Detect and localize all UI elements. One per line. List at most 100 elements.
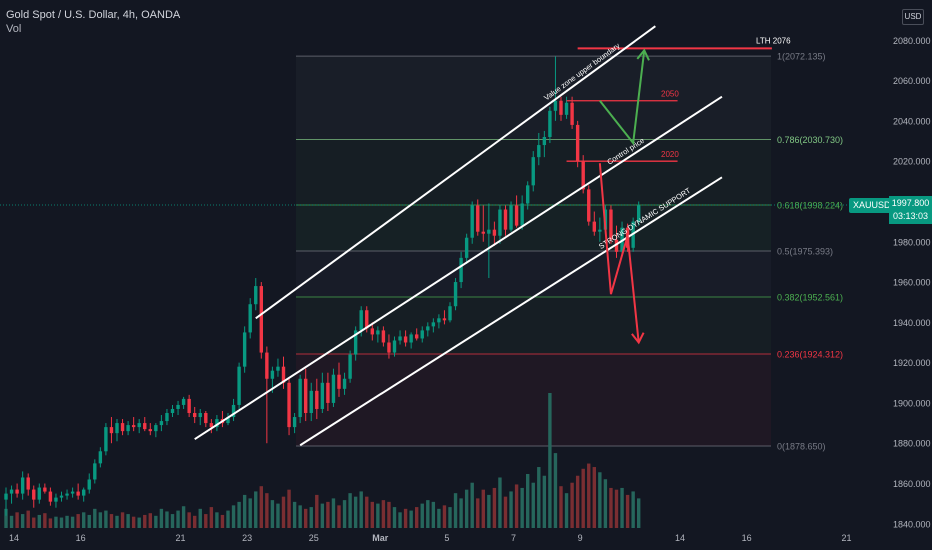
candle-body (592, 221, 596, 232)
projection-path-up[interactable] (599, 50, 646, 146)
volume-bar (381, 500, 386, 528)
trendline[interactable] (299, 176, 723, 447)
candle-body (143, 423, 147, 430)
candle-body (353, 330, 358, 355)
projection-arrowhead (631, 332, 645, 345)
volume-bar (159, 508, 164, 528)
volume-bar (137, 517, 141, 528)
time-tick-label: 23 (242, 533, 252, 543)
candle-body (154, 425, 158, 432)
projection-path-down[interactable] (598, 163, 640, 343)
candle-body (287, 382, 291, 428)
candle-body (165, 413, 169, 422)
candle-body (198, 413, 202, 418)
candle-body (281, 366, 286, 383)
candle-body (376, 330, 380, 335)
candle-body (304, 378, 308, 414)
currency-badge[interactable]: USD (902, 9, 924, 25)
volume-bar (315, 494, 319, 528)
volume-bar (476, 498, 480, 528)
price-axis[interactable]: 1840.000 1860.000 1880.000 1900.000 1920.000… (886, 0, 932, 550)
fib-zone (296, 297, 771, 354)
volume-bar (398, 512, 402, 528)
fib-level-label: 0.236(1924.312) (777, 349, 843, 359)
volume-indicator-label[interactable]: Vol (6, 23, 22, 35)
volume-bar (609, 487, 613, 528)
candle-body (392, 340, 397, 353)
candle-body (609, 209, 613, 240)
volume-bar (26, 510, 30, 528)
price-tick-label: 1960.000 (893, 278, 931, 288)
candle-body (215, 419, 219, 428)
candle-body (470, 205, 474, 238)
candle-body (120, 423, 125, 432)
fib-level-label: 1(2072.135) (777, 52, 826, 62)
time-axis-background (0, 528, 886, 550)
volume-bar (553, 453, 558, 528)
candle-body (453, 282, 458, 307)
price-tick-label: 2020.000 (893, 157, 931, 167)
volume-bar (226, 510, 230, 528)
volume-bar (403, 508, 408, 528)
candle-body (437, 318, 441, 323)
candle-body (104, 427, 108, 452)
volume-bar (82, 512, 86, 528)
candle-body (492, 229, 497, 236)
candlesticks (4, 56, 641, 516)
volume-bar (348, 493, 352, 528)
volume-bar (187, 512, 191, 528)
trendline[interactable] (194, 95, 723, 441)
volume-bar (492, 487, 497, 528)
candle-body (365, 310, 369, 329)
price-tick-label: 2060.000 (893, 76, 931, 86)
volume-bar (509, 491, 513, 528)
volume-bar (526, 474, 530, 528)
candle-body (137, 423, 141, 428)
candle-body (614, 239, 619, 252)
candle-body (259, 286, 263, 353)
candle-body (381, 330, 386, 343)
volume-bar (559, 486, 563, 528)
level-label: 2020 (661, 150, 679, 159)
volume-bar (237, 501, 241, 528)
volume-bar (242, 494, 247, 528)
fibonacci-retracement[interactable]: 1(2072.135)0.786(2030.730)0.618(1998.224… (0, 52, 849, 452)
price-tick-label: 1860.000 (893, 479, 931, 489)
candle-body (209, 423, 214, 428)
volume-bar (548, 393, 552, 528)
time-tick-label: 7 (511, 533, 516, 543)
symbol-badge: XAUUSD (849, 198, 895, 213)
volume-bar (131, 516, 136, 528)
candle-body (76, 491, 80, 496)
volume-bar (470, 482, 474, 528)
fib-level-label: 0(1878.650) (777, 441, 826, 451)
level-label: LTH 2076 (756, 36, 791, 45)
volume-bar (154, 515, 158, 528)
candle-body (526, 185, 530, 204)
fib-zone (296, 205, 771, 252)
volume-bar (520, 487, 524, 528)
candle-body (20, 477, 25, 494)
volume-bar (409, 510, 413, 528)
price-tick-label: 2040.000 (893, 116, 931, 126)
time-axis[interactable]: 14 16 21 23 25 Mar 5 7 9 14 16 21 (0, 528, 886, 550)
volume-bar (193, 515, 197, 528)
candle-body (265, 352, 269, 379)
candle-body (237, 366, 241, 405)
time-tick-label: 25 (309, 533, 319, 543)
candle-body (26, 477, 30, 490)
volume-bar (176, 510, 180, 528)
candle-body (331, 374, 336, 403)
candle-body (537, 145, 541, 158)
volume-bar (392, 507, 397, 528)
volume-bar (587, 463, 591, 528)
trendline[interactable] (255, 25, 656, 320)
volume-bar (37, 514, 41, 528)
candle-body (148, 429, 152, 432)
fib-zone (296, 353, 771, 446)
candle-body (403, 336, 408, 343)
volume-bar (459, 498, 463, 528)
candle-body (98, 451, 103, 464)
volume-bar (359, 491, 363, 528)
